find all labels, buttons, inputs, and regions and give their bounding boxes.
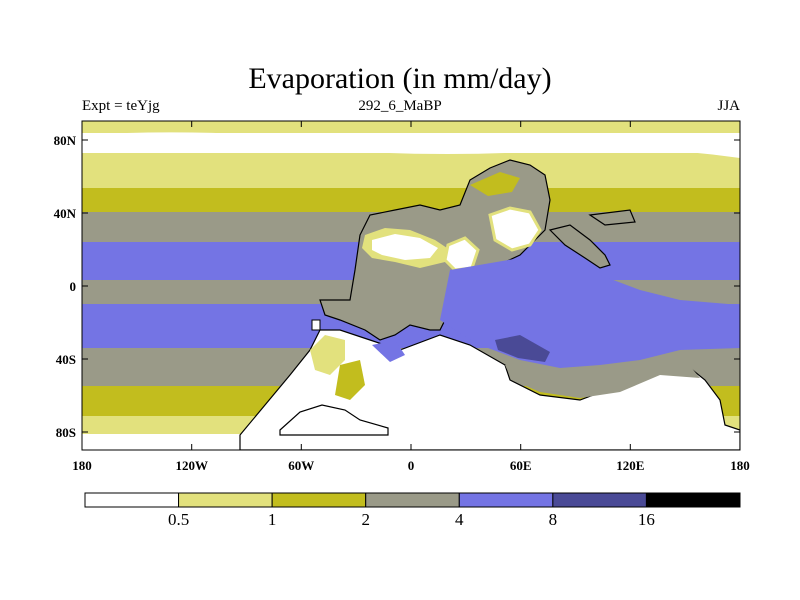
lon-tick-label: 120W [175,458,208,473]
lat-tick-label: 80N [54,133,77,148]
lon-tick-label: 0 [408,458,415,473]
high-evaporation-patch [495,335,550,362]
gondwana-land [239,329,740,450]
colorbar: 0.5 1 2 4 8 16 [84,492,741,529]
colorbar-label: 0.5 [168,510,189,529]
lat-axis: 80N 40N 0 40S 80S [54,133,740,440]
colorbar-swatch [458,492,554,508]
experiment-label: Expt = teYjg [82,98,160,114]
season-label: JJA [717,98,740,114]
colorbar-label: 16 [638,510,655,529]
south-polar-outline [279,404,389,436]
small-northeast-island [588,209,636,226]
lat-tick-label: 80S [56,425,76,440]
plot-title: Evaporation (in mm/day) [248,62,552,95]
lat-tick-label: 40N [54,206,77,221]
lon-tick-label: 60E [510,458,532,473]
west-small-island [311,319,321,331]
colorbar-swatch [84,492,180,508]
colorbar-label: 8 [549,510,558,529]
lon-tick-label: 180 [72,458,92,473]
lat-tick-label: 0 [70,279,77,294]
colorbar-swatch [645,492,741,508]
colorbar-label: 4 [455,510,464,529]
eastern-peninsula [548,224,611,269]
colorbar-swatch [365,492,460,508]
lon-tick-label: 60W [288,458,314,473]
colorbar-swatch [178,492,273,508]
lon-tick-label: 120E [616,458,644,473]
lon-tick-label: 180 [730,458,750,473]
colorbar-label: 2 [361,510,370,529]
period-label: 292_6_MaBP [358,98,442,114]
colorbar-label: 1 [268,510,277,529]
evaporation-map [82,121,740,450]
lat-tick-label: 40S [56,352,76,367]
colorbar-swatch [271,492,367,508]
colorbar-swatch [552,492,647,508]
band-north-yellow [82,153,740,188]
lon-axis: 180 120W 60W 0 60E 120E 180 [72,121,750,473]
